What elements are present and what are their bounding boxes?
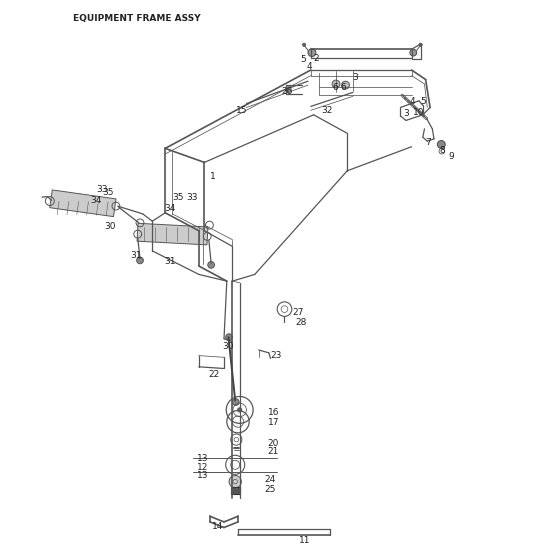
Text: 11: 11 [300, 536, 311, 545]
Text: 5: 5 [301, 55, 306, 64]
Circle shape [237, 408, 242, 412]
Circle shape [302, 43, 306, 46]
Text: 31: 31 [130, 251, 142, 260]
Text: 5: 5 [420, 97, 426, 106]
Polygon shape [137, 223, 208, 245]
Text: 33: 33 [186, 193, 198, 202]
Text: 24: 24 [264, 475, 276, 484]
Text: 10: 10 [413, 108, 424, 116]
Circle shape [308, 49, 316, 57]
Text: 3: 3 [353, 73, 358, 82]
Text: 35: 35 [102, 188, 114, 197]
Circle shape [232, 399, 239, 405]
Text: 23: 23 [270, 351, 282, 360]
Text: 27: 27 [292, 308, 304, 317]
Circle shape [437, 141, 445, 148]
Circle shape [410, 49, 417, 56]
Text: 32: 32 [321, 106, 332, 115]
Circle shape [137, 257, 143, 264]
Circle shape [208, 262, 214, 268]
Text: 34: 34 [164, 204, 175, 213]
Text: 13: 13 [197, 471, 208, 480]
Text: 8: 8 [440, 146, 445, 155]
Text: 31: 31 [164, 257, 175, 266]
Circle shape [286, 87, 291, 92]
Circle shape [229, 475, 241, 488]
Text: 33: 33 [96, 185, 108, 194]
Text: 7: 7 [425, 138, 431, 147]
Text: 6: 6 [332, 83, 338, 92]
Text: 28: 28 [295, 318, 306, 327]
Text: 4: 4 [307, 62, 312, 71]
Polygon shape [231, 487, 240, 494]
Text: 35: 35 [172, 193, 184, 202]
Circle shape [419, 43, 422, 46]
Text: 30: 30 [105, 222, 116, 231]
Text: 2: 2 [314, 54, 319, 63]
Text: 1: 1 [210, 172, 216, 181]
Text: 12: 12 [197, 463, 208, 472]
Circle shape [226, 334, 232, 340]
Text: 16: 16 [268, 408, 279, 417]
Circle shape [342, 81, 349, 89]
Text: 25: 25 [264, 485, 276, 494]
Text: 21: 21 [268, 447, 279, 456]
Text: 15: 15 [236, 106, 248, 115]
Text: 22: 22 [209, 370, 220, 379]
Text: 26: 26 [281, 87, 292, 96]
Text: 9: 9 [448, 152, 454, 161]
Text: 3: 3 [403, 109, 409, 118]
Polygon shape [50, 190, 116, 217]
Text: 34: 34 [91, 196, 102, 205]
Text: EQUIPMENT FRAME ASSY: EQUIPMENT FRAME ASSY [73, 14, 200, 23]
Circle shape [332, 80, 340, 88]
Text: 14: 14 [212, 522, 223, 531]
Text: 30: 30 [223, 342, 234, 351]
Text: 17: 17 [268, 418, 279, 427]
Text: 6: 6 [340, 83, 346, 92]
Text: 20: 20 [268, 439, 279, 448]
Text: 13: 13 [197, 454, 208, 463]
Text: 4: 4 [410, 97, 416, 106]
